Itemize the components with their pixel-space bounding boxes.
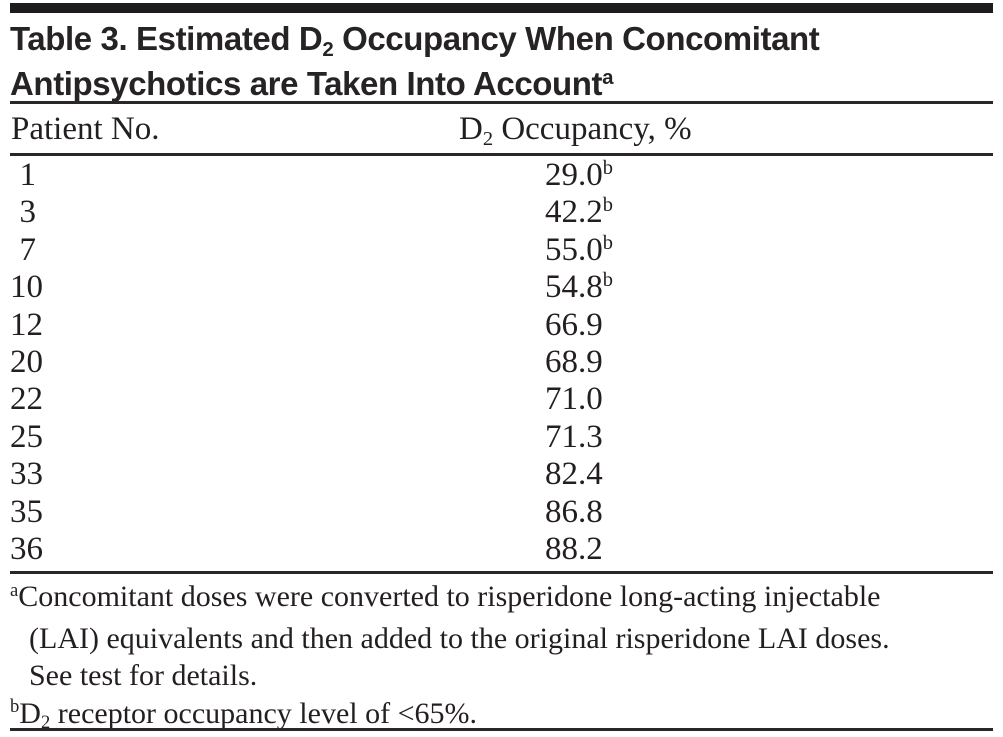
- patient-number: 25: [10, 418, 43, 455]
- table-row: 25 71.3: [0, 419, 1003, 456]
- footnote-b: bD2 receptor occupancy level of <65%.: [10, 695, 1000, 737]
- occupancy-number: 66.9: [545, 306, 603, 343]
- occupancy-value: 71.3: [545, 419, 603, 460]
- patient-number: 10: [10, 269, 43, 306]
- table-row: 35 86.8: [0, 494, 1003, 531]
- patient-number: 20: [10, 343, 43, 380]
- occupancy-value: 82.4: [545, 456, 603, 497]
- rule-below-header: [10, 153, 993, 156]
- footnote-b-d: D: [19, 696, 41, 730]
- footnote-b-marker: b: [602, 231, 613, 254]
- d2-subscript-footnote: 2: [40, 711, 51, 733]
- patient-number: 7: [19, 231, 37, 268]
- table-row: 12 66.9: [0, 307, 1003, 344]
- title-line-1: Table 3. Estimated D2 Occupancy When Con…: [10, 19, 993, 64]
- table-row: 20 68.9: [0, 344, 1003, 381]
- occupancy-value: 88.2: [545, 531, 603, 572]
- patient-number: 12: [10, 306, 43, 343]
- patient-number: 22: [10, 381, 43, 418]
- occupancy-number: 54.8: [545, 269, 603, 306]
- table-row: 22 71.0: [0, 381, 1003, 418]
- col2-header-rest: Occupancy, %: [493, 111, 692, 147]
- occupancy-value: 54.8b: [545, 269, 613, 310]
- table-row: 33 82.4: [0, 456, 1003, 493]
- occupancy-number: 68.9: [545, 343, 603, 380]
- table-row: 10 54.8b: [0, 269, 1003, 306]
- title-line-2-text: Antipsychotics are Taken Into Account: [10, 65, 603, 102]
- footnote-b-marker: b: [602, 156, 613, 179]
- col2-header-d: D: [459, 111, 483, 147]
- occupancy-number: 88.2: [545, 530, 603, 567]
- d2-subscript-header: 2: [482, 127, 494, 150]
- occupancy-number: 82.4: [545, 456, 603, 493]
- table-row: 7 55.0b: [0, 232, 1003, 269]
- occupancy-value: 42.2b: [545, 194, 613, 235]
- occupancy-number: 71.3: [545, 418, 603, 455]
- occupancy-value: 66.9: [545, 307, 603, 348]
- title-top-bar: [10, 3, 993, 13]
- title-line-1-text: Table 3. Estimated D: [10, 20, 323, 57]
- column-header-d2-occupancy: D2 Occupancy, %: [459, 106, 692, 157]
- patient-number: 33: [10, 456, 43, 493]
- column-header-patient-no: Patient No.: [11, 111, 160, 147]
- footnote-b-marker-label: b: [10, 696, 20, 718]
- occupancy-value: 71.0: [545, 381, 603, 422]
- rule-bottom: [10, 728, 993, 731]
- footnote-a-line-2: (LAI) equivalents and then added to the …: [29, 621, 890, 655]
- title-line-2: Antipsychotics are Taken Into Accounta: [10, 64, 993, 109]
- footnotes: aConcomitant doses were converted to ris…: [10, 578, 1000, 736]
- patient-number: 36: [10, 530, 43, 567]
- footnote-b-text: receptor occupancy level of <65%.: [50, 696, 477, 730]
- footnote-b-marker: b: [602, 194, 613, 217]
- occupancy-number: 71.0: [545, 381, 603, 418]
- footnote-a: aConcomitant doses were converted to ris…: [10, 578, 1000, 695]
- occupancy-value: 68.9: [545, 344, 603, 385]
- occupancy-value: 86.8: [545, 494, 603, 535]
- patient-number: 1: [19, 157, 37, 193]
- d2-subscript: 2: [322, 37, 334, 61]
- footnote-a-marker-title: a: [602, 65, 614, 89]
- table-title: Table 3. Estimated D2 Occupancy When Con…: [10, 19, 993, 109]
- rule-below-title: [10, 101, 993, 104]
- footnote-a-marker: a: [10, 579, 19, 601]
- footnote-a-line-1: aConcomitant doses were converted to ris…: [10, 578, 1000, 620]
- table-header-row: Patient No. D2 Occupancy, %: [0, 106, 1003, 153]
- rule-below-body: [10, 571, 993, 574]
- table-row: 36 88.2: [0, 531, 1003, 568]
- table-row: 1 29.0b: [0, 157, 1003, 194]
- occupancy-number: 55.0: [545, 231, 603, 268]
- occupancy-value: 55.0b: [545, 232, 613, 273]
- title-line-1-rest: Occupancy When Concomitant: [333, 20, 820, 57]
- footnote-a-text-1: Concomitant doses were converted to risp…: [18, 580, 881, 613]
- footnote-b-marker: b: [602, 268, 613, 291]
- occupancy-number: 29.0: [545, 157, 603, 193]
- table-body: 1 29.0b 3 42.2b 7 55.0b 10 54.8b 12 66.9…: [0, 157, 1003, 568]
- occupancy-number: 42.2: [545, 194, 603, 231]
- occupancy-number: 86.8: [545, 493, 603, 530]
- patient-number: 3: [19, 194, 37, 231]
- table-row: 3 42.2b: [0, 194, 1003, 231]
- occupancy-value: 29.0b: [545, 157, 613, 198]
- footnote-a-line-3: See test for details.: [29, 659, 258, 692]
- patient-number: 35: [10, 493, 43, 530]
